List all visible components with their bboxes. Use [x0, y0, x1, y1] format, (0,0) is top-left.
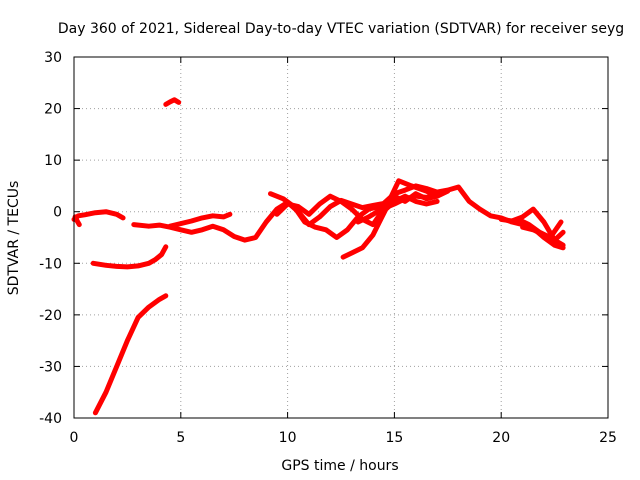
series-line-trace-7 — [167, 211, 233, 229]
y-tick-label: -20 — [39, 308, 62, 324]
chart-title: Day 360 of 2021, Sidereal Day-to-day VTE… — [58, 21, 624, 37]
grid-layer — [74, 57, 608, 418]
x-tick-label: 10 — [279, 430, 297, 446]
y-tick-label: -40 — [39, 411, 62, 427]
x-axis-label: GPS time / hours — [281, 458, 398, 474]
series-line-trace-1 — [71, 209, 126, 222]
y-tick-label: 20 — [44, 102, 62, 118]
plot-frame — [73, 56, 609, 419]
series-line-trace-14 — [520, 224, 566, 243]
series-line-trace-6 — [131, 183, 566, 251]
x-tick-label: 15 — [385, 430, 403, 446]
y-tick-label: 0 — [53, 205, 62, 221]
y-tick-label: 30 — [44, 50, 62, 66]
series-line-trace-8 — [268, 178, 440, 240]
series-line-trace-11 — [355, 192, 440, 225]
y-tick-label: 10 — [44, 153, 62, 169]
series-layer — [71, 97, 566, 416]
y-axis-label: SDTVAR / TECUs — [6, 181, 22, 296]
series-line-trace-2 — [72, 214, 82, 228]
series-line-trace-5 — [163, 97, 182, 107]
series-line-trace-3 — [90, 244, 169, 270]
series-line-trace-4 — [92, 293, 169, 416]
y-tick-label: -30 — [39, 359, 62, 375]
x-tick-label: 20 — [492, 430, 510, 446]
x-tick-label: 25 — [599, 430, 617, 446]
x-tick-label: 0 — [70, 430, 79, 446]
ticks-layer: 0 5 10 15 20 25 -40 -30 -20 -10 0 10 20 30 — [39, 50, 617, 446]
y-tick-label: -10 — [39, 256, 62, 272]
x-tick-label: 5 — [176, 430, 185, 446]
